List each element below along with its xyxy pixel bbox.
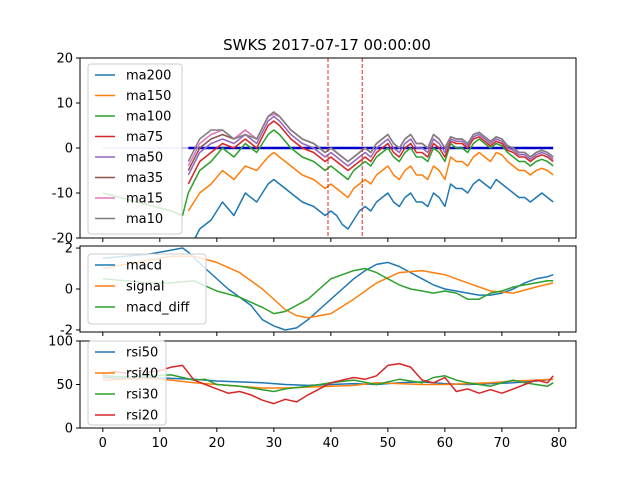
legend-label-ma15: ma15 bbox=[126, 192, 163, 207]
legend-label-ma50: ma50 bbox=[126, 151, 163, 166]
series-line-ma75 bbox=[187, 120, 554, 185]
rsi-plot-frame bbox=[79, 340, 577, 429]
series-line-ma100 bbox=[102, 129, 554, 217]
series-line-rsi40 bbox=[102, 377, 554, 389]
rsi-y-axis-ticks: 0 50 100 bbox=[48, 335, 80, 437]
rsi-panel: 0 50 100 rsi50 rsi40 rsi30 rsi20 0 10 20 30 40 50 6… bbox=[48, 335, 577, 451]
series-line-rsi20 bbox=[102, 362, 554, 405]
legend-label-ma75: ma75 bbox=[126, 130, 163, 145]
ma-plot-frame bbox=[79, 57, 577, 239]
x-tick-label: 60 bbox=[437, 436, 454, 451]
y-tick-label: 0 bbox=[65, 422, 73, 437]
ma-plot-area bbox=[102, 58, 554, 238]
legend-label-rsi20: rsi20 bbox=[126, 409, 158, 424]
series-line-macd-diff bbox=[102, 267, 554, 315]
macd-plot-frame bbox=[79, 245, 577, 333]
x-tick-label: 80 bbox=[551, 436, 568, 451]
rsi-legend: rsi50 rsi40 rsi30 rsi20 bbox=[87, 340, 167, 426]
macd-panel: -2 0 2 macd signal macd_diff bbox=[60, 242, 577, 338]
series-line-rsi50 bbox=[102, 376, 554, 387]
x-tick-label: 20 bbox=[209, 436, 226, 451]
rsi-plot-area bbox=[102, 362, 554, 405]
y-tick-label: 0 bbox=[65, 283, 73, 298]
x-tick-label: 0 bbox=[99, 436, 107, 451]
x-tick-label: 30 bbox=[266, 436, 283, 451]
legend-label-rsi40: rsi40 bbox=[126, 367, 158, 382]
legend-label-rsi50: rsi50 bbox=[126, 346, 158, 361]
legend-label-signal: signal bbox=[126, 280, 164, 295]
x-axis-ticks: 0 10 20 30 40 50 60 70 80 bbox=[99, 428, 568, 451]
legend-box bbox=[87, 340, 167, 426]
legend-box bbox=[87, 253, 207, 325]
y-tick-label: -10 bbox=[52, 187, 73, 202]
legend-label-macd: macd bbox=[126, 259, 162, 274]
y-tick-label: 100 bbox=[48, 335, 73, 350]
legend-label-ma200: ma200 bbox=[126, 69, 171, 84]
x-tick-label: 10 bbox=[152, 436, 169, 451]
legend-label-rsi30: rsi30 bbox=[126, 388, 158, 403]
y-tick-label: 50 bbox=[56, 378, 73, 393]
y-tick-label: 10 bbox=[56, 97, 73, 112]
legend-label-macd-diff: macd_diff bbox=[126, 301, 190, 316]
series-line-ma200 bbox=[194, 178, 554, 238]
legend-label-ma150: ma150 bbox=[126, 89, 171, 104]
series-line-ma50 bbox=[187, 115, 554, 176]
y-tick-label: -2 bbox=[60, 323, 73, 338]
legend-box bbox=[87, 63, 183, 235]
y-tick-label: -20 bbox=[52, 232, 73, 247]
macd-y-axis-ticks: -2 0 2 bbox=[60, 242, 80, 338]
series-line-rsi30 bbox=[102, 374, 554, 393]
series-line-ma10 bbox=[187, 111, 554, 163]
y-tick-label: 2 bbox=[65, 242, 73, 257]
legend-label-ma35: ma35 bbox=[126, 171, 163, 186]
series-line-ma150 bbox=[187, 151, 554, 212]
x-tick-label: 70 bbox=[494, 436, 511, 451]
y-tick-label: 20 bbox=[56, 52, 73, 67]
legend-label-ma100: ma100 bbox=[126, 110, 171, 125]
ma-legend: ma200 ma150 ma100 ma75 ma50 ma35 ma15 ma10 bbox=[87, 63, 183, 235]
y-tick-label: 0 bbox=[65, 142, 73, 157]
chart-title: SWKS 2017-07-17 00:00:00 bbox=[223, 36, 431, 54]
x-tick-label: 50 bbox=[380, 436, 397, 451]
x-tick-label: 40 bbox=[323, 436, 340, 451]
ma-y-axis-ticks: -20 -10 0 10 20 bbox=[52, 52, 80, 247]
legend-label-ma10: ma10 bbox=[126, 212, 163, 227]
macd-legend: macd signal macd_diff bbox=[87, 253, 207, 325]
